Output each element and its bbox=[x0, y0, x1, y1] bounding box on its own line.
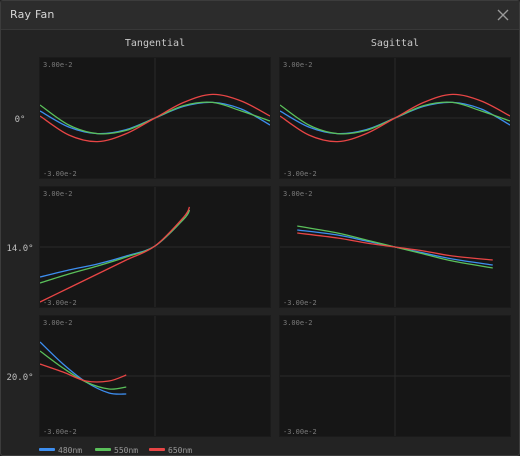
series-line-650nm bbox=[40, 93, 270, 143]
y-min-tick-label: -3.00e-2 bbox=[283, 170, 317, 178]
plot-panel-14-tangential: 3.00e-2 -3.00e-2 bbox=[39, 186, 271, 308]
plot-panel-20-tangential: 3.00e-2 -3.00e-2 bbox=[39, 315, 271, 437]
title-bar: Ray Fan bbox=[1, 1, 519, 30]
y-min-tick-label: -3.00e-2 bbox=[43, 170, 77, 178]
legend-label: 650nm bbox=[168, 446, 193, 455]
series-line-550nm bbox=[40, 350, 127, 390]
series-line-650nm bbox=[40, 206, 191, 303]
ray-fan-plot: 3.00e-2 -3.00e-2 bbox=[40, 187, 270, 307]
legend-label: 550nm bbox=[114, 446, 139, 455]
row-label-field-14: 14.0° bbox=[6, 244, 34, 254]
y-min-tick-label: -3.00e-2 bbox=[283, 428, 317, 436]
plot-panel-14-sagittal: 3.00e-2 -3.00e-2 bbox=[279, 186, 511, 308]
series-line-650nm bbox=[40, 363, 127, 383]
legend-item-550nm: 550nm bbox=[95, 446, 138, 455]
row-label-field-20: 20.0° bbox=[6, 373, 34, 383]
plot-panel-20-sagittal: 3.00e-2 -3.00e-2 bbox=[279, 315, 511, 437]
y-min-tick-label: -3.00e-2 bbox=[43, 428, 77, 436]
y-max-tick-label: 3.00e-2 bbox=[283, 61, 313, 69]
ray-fan-plot: 3.00e-2 -3.00e-2 bbox=[280, 316, 510, 436]
y-max-tick-label: 3.00e-2 bbox=[43, 190, 73, 198]
y-max-tick-label: 3.00e-2 bbox=[283, 190, 313, 198]
legend-swatch bbox=[39, 448, 55, 451]
close-button[interactable] bbox=[495, 7, 511, 23]
close-icon bbox=[497, 9, 509, 21]
legend-swatch bbox=[95, 448, 111, 451]
series-line-480nm bbox=[40, 209, 191, 278]
y-max-tick-label: 3.00e-2 bbox=[43, 61, 73, 69]
series-line-650nm bbox=[280, 93, 510, 143]
column-title-tangential: Tangential bbox=[124, 38, 186, 49]
ray-fan-plot: 3.00e-2 -3.00e-2 bbox=[40, 58, 270, 178]
row-label-field-0: 0° bbox=[14, 115, 26, 125]
legend-label: 480nm bbox=[58, 446, 83, 455]
ray-fan-plot: 3.00e-2 -3.00e-2 bbox=[280, 58, 510, 178]
y-min-tick-label: -3.00e-2 bbox=[43, 299, 77, 307]
series-line-650nm bbox=[297, 232, 493, 261]
y-min-tick-label: -3.00e-2 bbox=[283, 299, 317, 307]
legend-item-650nm: 650nm bbox=[149, 446, 192, 455]
window-title: Ray Fan bbox=[10, 8, 55, 21]
legend-swatch bbox=[149, 448, 165, 451]
column-title-sagittal: Sagittal bbox=[370, 38, 420, 49]
plot-panel-0-sagittal: 3.00e-2 -3.00e-2 bbox=[279, 57, 511, 179]
ray-fan-plot: 3.00e-2 -3.00e-2 bbox=[40, 316, 270, 436]
y-max-tick-label: 3.00e-2 bbox=[43, 319, 73, 327]
ray-fan-plot: 3.00e-2 -3.00e-2 bbox=[280, 187, 510, 307]
y-max-tick-label: 3.00e-2 bbox=[283, 319, 313, 327]
legend-item-480nm: 480nm bbox=[39, 446, 82, 455]
plot-panel-0-tangential: 3.00e-2 -3.00e-2 bbox=[39, 57, 271, 179]
series-line-550nm bbox=[40, 209, 191, 284]
